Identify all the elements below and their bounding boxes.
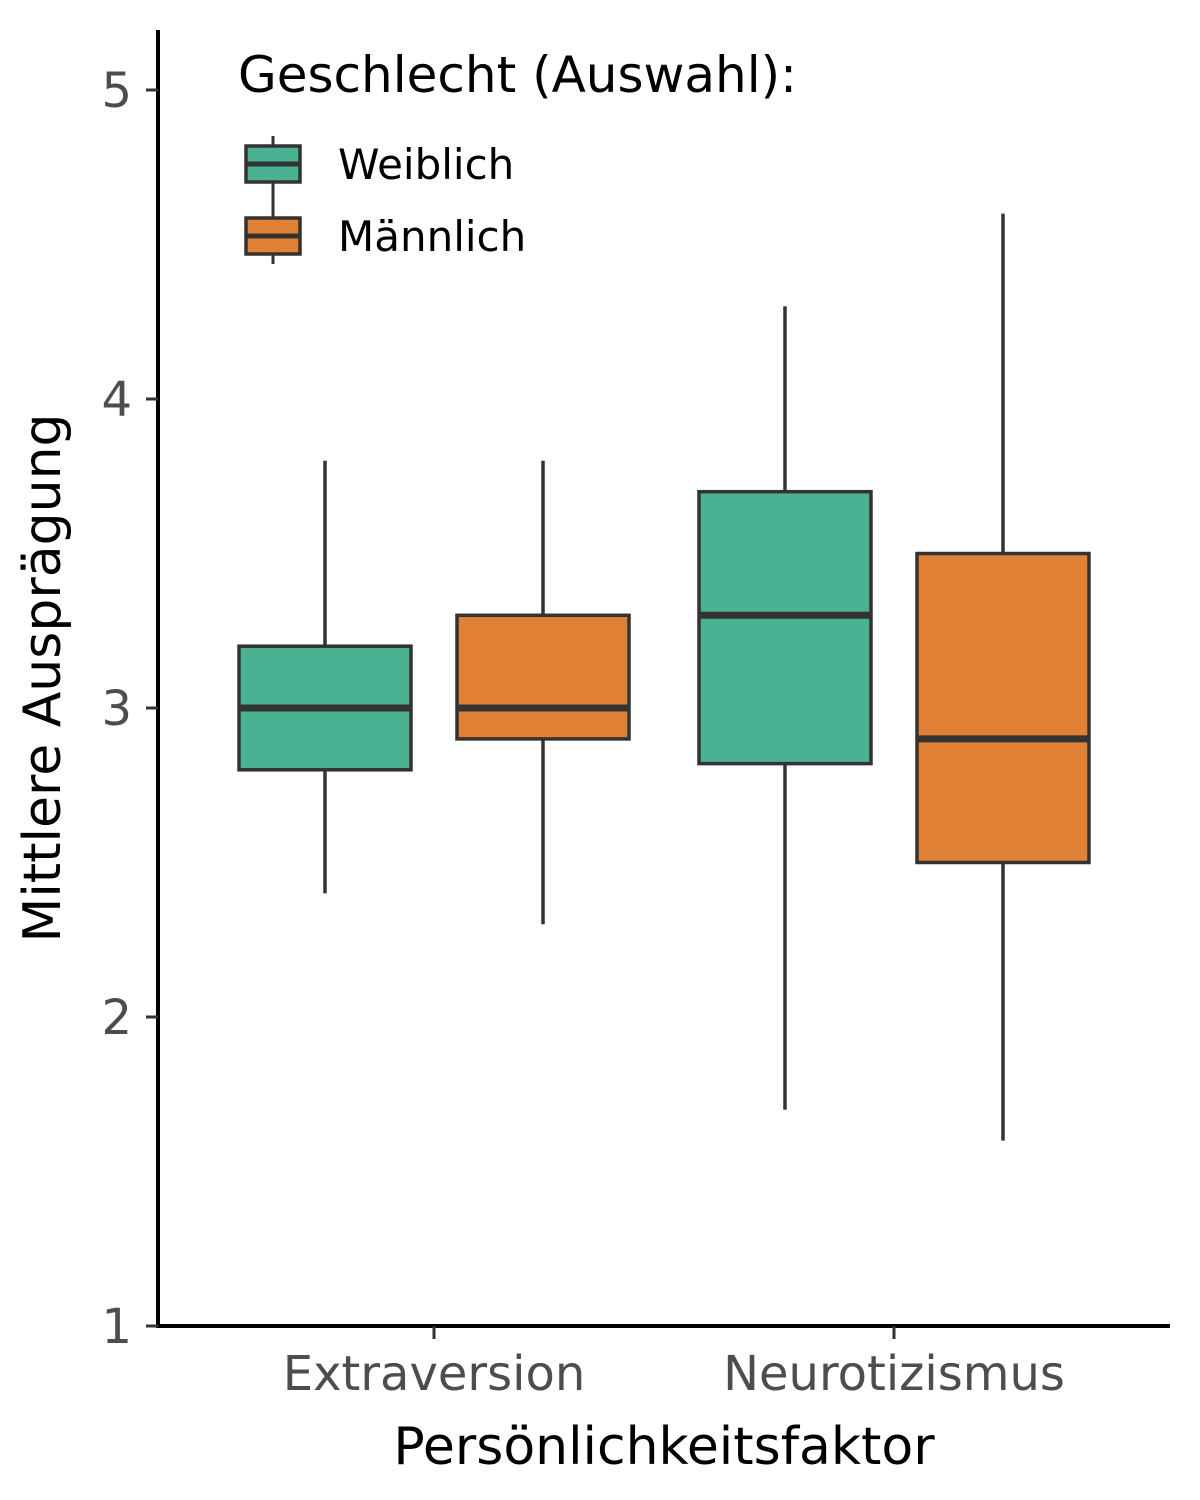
legend-label: Männlich — [338, 212, 526, 261]
legend-label: Weiblich — [338, 140, 514, 189]
box-body — [915, 551, 1091, 865]
x-tick-label: Extraversion — [283, 1346, 586, 1402]
box-männlich-neurotizismus — [915, 213, 1091, 1141]
y-axis-title: Mittlere Ausprägung — [13, 413, 73, 942]
box-weiblich-extraversion — [237, 460, 413, 894]
y-tick-label: 2 — [101, 990, 132, 1046]
box-body — [455, 613, 631, 741]
ticks-layer: 1 2 3 4 5 Extraversion Neurotizismus — [101, 63, 1064, 1402]
legend-item-männlich: Männlich — [244, 212, 526, 261]
legend-item-weiblich: Weiblich — [244, 140, 514, 189]
box-body — [697, 489, 873, 766]
legend-title: Geschlecht (Auswahl): — [238, 46, 797, 104]
x-tick-label: Neurotizismus — [723, 1346, 1065, 1402]
box-weiblich-neurotizismus — [697, 306, 873, 1110]
box-männlich-extraversion — [455, 460, 631, 925]
y-tick-label: 5 — [101, 63, 132, 119]
y-tick-label: 1 — [101, 1299, 132, 1355]
x-axis-title: Persönlichkeitsfaktor — [393, 1417, 935, 1477]
y-tick-label: 3 — [101, 681, 132, 737]
axes-layer — [156, 30, 1170, 1328]
legend: Geschlecht (Auswahl): Weiblich Männlich — [238, 46, 797, 264]
y-tick-label: 4 — [101, 372, 132, 428]
boxes-layer — [237, 213, 1091, 1141]
